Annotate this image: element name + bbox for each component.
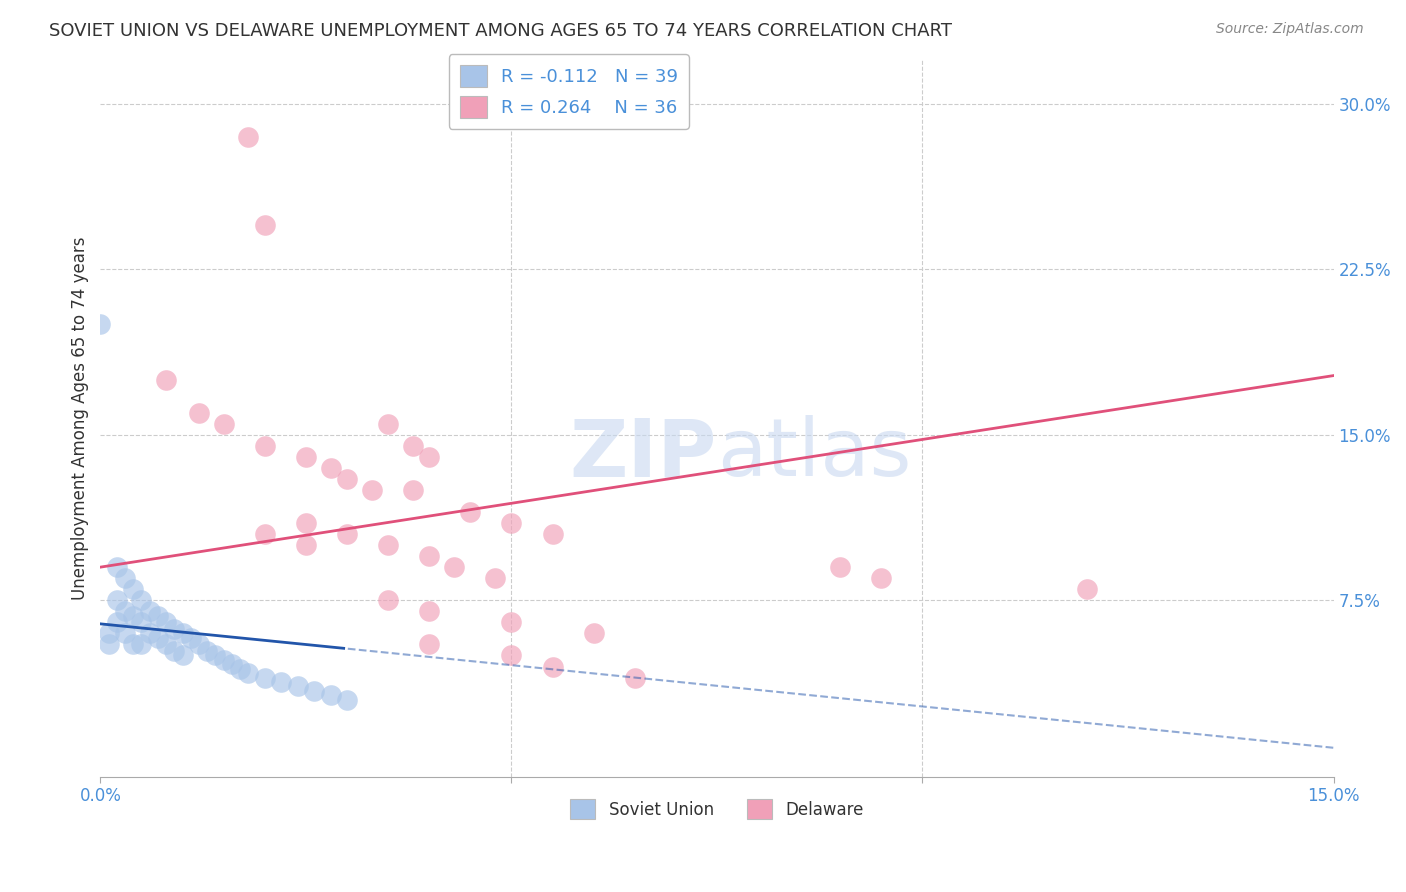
- Point: [180, 631, 202, 645]
- Text: ZIP: ZIP: [569, 415, 717, 493]
- Point: [253, 527, 276, 541]
- Point: [418, 637, 440, 651]
- Point: [155, 637, 177, 651]
- Point: [131, 615, 153, 630]
- Point: [377, 538, 399, 552]
- Point: [212, 417, 235, 431]
- Point: [253, 218, 276, 232]
- Point: [114, 571, 136, 585]
- Point: [131, 637, 153, 651]
- Point: [238, 666, 260, 681]
- Point: [212, 653, 235, 667]
- Point: [195, 644, 218, 658]
- Point: [155, 373, 177, 387]
- Point: [270, 675, 292, 690]
- Point: [501, 516, 523, 530]
- Point: [97, 637, 120, 651]
- Point: [204, 648, 226, 663]
- Point: [295, 450, 318, 464]
- Point: [501, 615, 523, 630]
- Point: [319, 688, 342, 702]
- Point: [163, 622, 186, 636]
- Point: [541, 659, 564, 673]
- Text: atlas: atlas: [717, 415, 911, 493]
- Point: [623, 671, 645, 685]
- Legend: Soviet Union, Delaware: Soviet Union, Delaware: [564, 792, 870, 826]
- Point: [229, 662, 252, 676]
- Point: [188, 637, 211, 651]
- Point: [418, 549, 440, 564]
- Point: [336, 527, 359, 541]
- Point: [221, 657, 243, 672]
- Point: [138, 604, 160, 618]
- Point: [253, 439, 276, 453]
- Point: [122, 608, 145, 623]
- Point: [238, 129, 260, 144]
- Point: [582, 626, 605, 640]
- Text: SOVIET UNION VS DELAWARE UNEMPLOYMENT AMONG AGES 65 TO 74 YEARS CORRELATION CHAR: SOVIET UNION VS DELAWARE UNEMPLOYMENT AM…: [49, 22, 952, 40]
- Point: [122, 582, 145, 597]
- Point: [89, 318, 111, 332]
- Point: [302, 683, 325, 698]
- Point: [295, 516, 318, 530]
- Point: [501, 648, 523, 663]
- Point: [377, 417, 399, 431]
- Point: [163, 644, 186, 658]
- Point: [377, 593, 399, 607]
- Point: [287, 679, 309, 693]
- Text: Source: ZipAtlas.com: Source: ZipAtlas.com: [1216, 22, 1364, 37]
- Point: [146, 631, 169, 645]
- Point: [458, 505, 481, 519]
- Point: [418, 450, 440, 464]
- Point: [138, 626, 160, 640]
- Point: [360, 483, 382, 497]
- Point: [122, 637, 145, 651]
- Point: [319, 461, 342, 475]
- Point: [131, 593, 153, 607]
- Point: [155, 615, 177, 630]
- Point: [336, 472, 359, 486]
- Point: [172, 626, 194, 640]
- Point: [484, 571, 506, 585]
- Point: [336, 692, 359, 706]
- Point: [97, 626, 120, 640]
- Point: [188, 406, 211, 420]
- Point: [541, 527, 564, 541]
- Point: [830, 560, 852, 574]
- Point: [172, 648, 194, 663]
- Point: [443, 560, 465, 574]
- Point: [253, 671, 276, 685]
- Point: [105, 560, 128, 574]
- Point: [870, 571, 893, 585]
- Point: [146, 608, 169, 623]
- Point: [114, 604, 136, 618]
- Point: [114, 626, 136, 640]
- Y-axis label: Unemployment Among Ages 65 to 74 years: Unemployment Among Ages 65 to 74 years: [72, 236, 89, 600]
- Point: [402, 483, 425, 497]
- Point: [105, 615, 128, 630]
- Point: [1076, 582, 1098, 597]
- Point: [295, 538, 318, 552]
- Point: [402, 439, 425, 453]
- Point: [105, 593, 128, 607]
- Point: [418, 604, 440, 618]
